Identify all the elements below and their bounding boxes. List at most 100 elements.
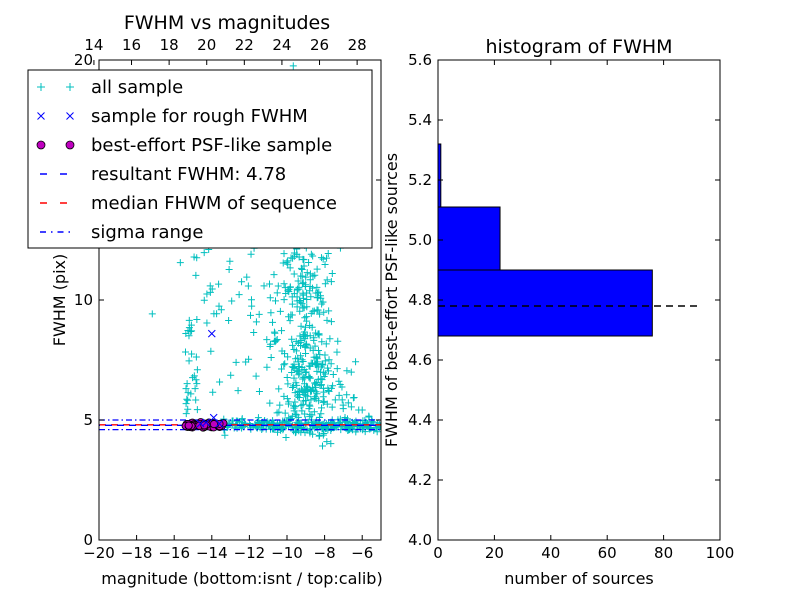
scatter-x-tick-label: −18 [121, 544, 153, 562]
all-sample-marker [293, 303, 301, 311]
all-sample-marker [281, 409, 289, 417]
all-sample-marker [235, 291, 243, 299]
all-sample-marker [297, 264, 305, 272]
all-sample-marker [328, 270, 336, 278]
all-sample-marker [267, 354, 275, 362]
scatter-top-tick-label: 22 [235, 36, 254, 54]
all-sample-marker [364, 422, 372, 430]
all-sample-marker [311, 342, 319, 350]
all-sample-marker [313, 306, 321, 314]
all-sample-marker [318, 338, 326, 346]
all-sample-marker [344, 399, 352, 407]
all-sample-marker [323, 316, 331, 324]
all-sample-marker [292, 428, 300, 436]
histogram-x-tick-label: 80 [654, 544, 673, 562]
all-sample-marker [305, 401, 313, 409]
all-sample-marker [321, 261, 329, 269]
all-sample-marker [306, 374, 314, 382]
all-sample-marker [325, 356, 333, 364]
all-sample-marker [308, 284, 316, 292]
scatter-top-tick-label: 26 [310, 36, 329, 54]
all-sample-marker [292, 347, 300, 355]
all-sample-marker [275, 408, 283, 416]
all-sample-marker [333, 365, 341, 373]
all-sample-marker [238, 415, 246, 423]
histogram-y-tick-label: 4.6 [408, 351, 432, 369]
all-sample-marker [321, 357, 329, 365]
all-sample-marker [368, 418, 376, 426]
all-sample-marker [203, 290, 211, 298]
all-sample-marker [313, 361, 321, 369]
all-sample-marker [182, 385, 190, 393]
scatter-x-label: magnitude (bottom:isnt / top:calib) [101, 569, 382, 588]
all-sample-marker [215, 302, 223, 310]
all-sample-marker [298, 356, 306, 364]
all-sample-marker [184, 396, 192, 404]
all-sample-marker [325, 307, 333, 315]
all-sample-marker [315, 432, 323, 440]
all-sample-marker [303, 317, 311, 325]
all-sample-marker [373, 428, 381, 436]
all-sample-marker [305, 362, 313, 370]
all-sample-marker [323, 276, 331, 284]
all-sample-marker [266, 280, 274, 288]
all-sample-marker [293, 381, 301, 389]
all-sample-marker [313, 265, 321, 273]
all-sample-marker [317, 368, 325, 376]
all-sample-marker [344, 422, 352, 430]
scatter-legend: all sample sample for rough FWHM best-effo… [27, 69, 373, 249]
all-sample-marker [299, 400, 307, 408]
all-sample-marker [289, 341, 297, 349]
all-sample-marker [244, 282, 252, 290]
scatter-x-tick-label: −14 [196, 544, 228, 562]
all-sample-marker [299, 291, 307, 299]
all-sample-marker [273, 409, 281, 417]
all-sample-marker [331, 396, 339, 404]
all-sample-marker [315, 346, 323, 354]
all-sample-marker [301, 343, 309, 351]
all-sample-marker [307, 387, 315, 395]
all-sample-marker [290, 374, 298, 382]
all-sample-marker [184, 405, 192, 413]
scatter-top-tick-label: 24 [272, 36, 291, 54]
all-sample-marker [319, 431, 327, 439]
all-sample-marker [324, 249, 332, 257]
legend-label: sample for rough FWHM [91, 106, 308, 127]
all-sample-marker [300, 256, 308, 264]
all-sample-marker [299, 279, 307, 287]
all-sample-marker [339, 401, 347, 409]
histogram-x-tick-label: 100 [706, 544, 735, 562]
all-sample-marker [302, 387, 310, 395]
all-sample-marker [275, 385, 283, 393]
all-sample-marker [312, 289, 320, 297]
all-sample-marker [311, 271, 319, 279]
all-sample-marker [255, 310, 263, 318]
all-sample-marker [317, 375, 325, 383]
all-sample-marker [327, 384, 335, 392]
all-sample-marker [336, 381, 344, 389]
all-sample-marker [279, 259, 287, 267]
legend-circle-icon [65, 140, 75, 150]
all-sample-marker [297, 322, 305, 330]
all-sample-marker [185, 357, 193, 365]
legend-plus-icon [37, 83, 45, 91]
all-sample-marker [185, 316, 193, 324]
all-sample-marker [273, 336, 281, 344]
all-sample-marker [321, 280, 329, 288]
legend-circle-icon [36, 140, 46, 150]
histogram-y-tick-label: 4.2 [408, 471, 432, 489]
all-sample-marker [209, 388, 217, 396]
all-sample-marker [308, 323, 316, 331]
all-sample-marker [182, 348, 190, 356]
all-sample-marker [303, 382, 311, 390]
all-sample-marker [276, 307, 284, 315]
all-sample-marker [306, 332, 314, 340]
all-sample-marker [187, 390, 195, 398]
scatter-top-tick-label: 16 [122, 36, 141, 54]
all-sample-marker [260, 282, 268, 290]
all-sample-marker [288, 412, 296, 420]
all-sample-marker [285, 422, 293, 430]
all-sample-marker [313, 367, 321, 375]
all-sample-marker [289, 402, 297, 410]
all-sample-marker [228, 420, 236, 428]
